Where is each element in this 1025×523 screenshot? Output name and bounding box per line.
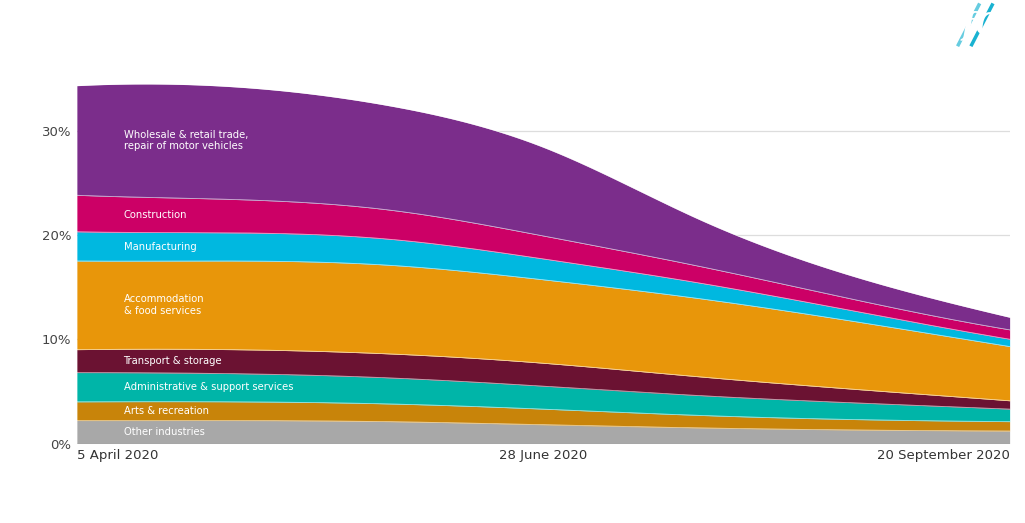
Text: Administrative & support services: Administrative & support services — [123, 382, 293, 392]
Text: Source: Institute for Government analysis of Office of National Statistics, Busi: Source: Institute for Government analysi… — [13, 496, 742, 507]
Text: Manufacturing: Manufacturing — [123, 242, 196, 252]
Text: IfG: IfG — [949, 10, 1002, 41]
Text: Arts & recreation: Arts & recreation — [123, 406, 208, 416]
Text: Construction: Construction — [123, 210, 187, 220]
Text: ©  BY-NC: © BY-NC — [909, 496, 954, 507]
Text: Accommodation
& food services: Accommodation & food services — [123, 294, 204, 316]
Text: Number of employees furloughed by sector over time, as percentage of workforce: Number of employees furloughed by sector… — [13, 16, 822, 34]
Text: Other industries: Other industries — [123, 427, 204, 437]
Text: Transport & storage: Transport & storage — [123, 356, 222, 366]
Text: Wholesale & retail trade,
repair of motor vehicles: Wholesale & retail trade, repair of moto… — [123, 130, 248, 151]
